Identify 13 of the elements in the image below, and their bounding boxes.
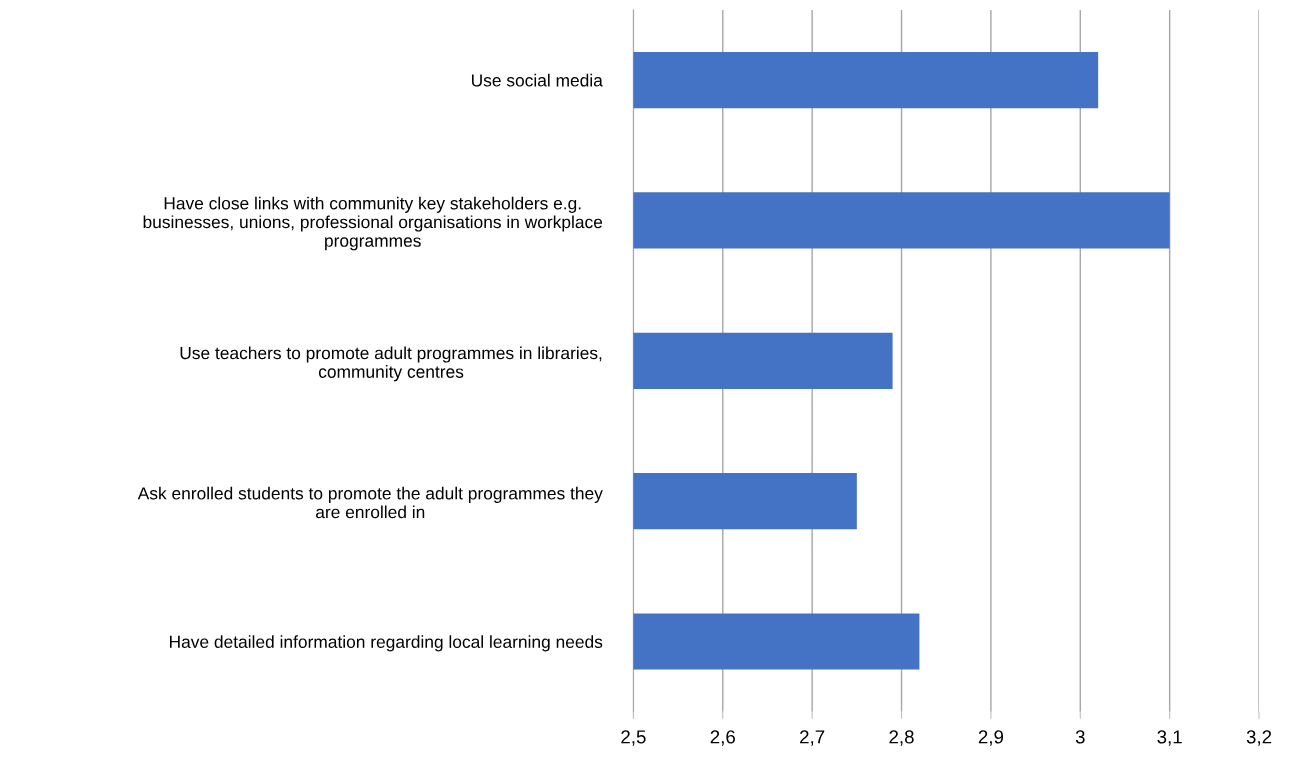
y-tick-label: Ask enrolled students to promote the adult programmes they are enrolled in	[137, 486, 603, 519]
x-tick-label: 2,5	[621, 730, 646, 746]
y-tick-label: Use social media	[471, 73, 603, 87]
x-tick-label: 3,1	[1157, 730, 1182, 746]
x-tick-label: 2,8	[889, 730, 914, 746]
x-tick-label: 2,6	[710, 730, 735, 746]
x-tick-label: 2,9	[978, 730, 1004, 746]
x-tick-label: 3,2	[1246, 730, 1272, 746]
x-tick-label: 3	[1075, 730, 1085, 744]
y-tick-label: Have detailed information regarding local learning needs	[169, 635, 603, 652]
y-tick-label: Use teachers to promote adult programmes in libraries, community centres	[180, 346, 602, 382]
y-tick-label: Have close links with community key stakeholders e.g. businesses, unions, professional organisations in workplace programmes	[143, 196, 603, 251]
x-tick-label: 2,7	[800, 730, 825, 746]
